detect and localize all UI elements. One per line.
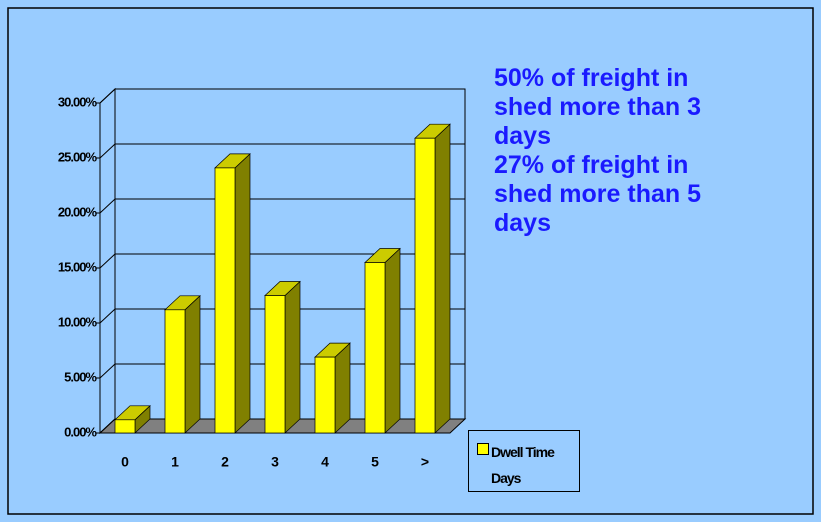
frame xyxy=(7,7,814,515)
y-tick-label: 25.00% xyxy=(58,149,98,164)
y-tick-label: 15.00% xyxy=(58,259,98,274)
x-tick-label: 4 xyxy=(321,454,329,470)
x-tick-label: 5 xyxy=(371,454,379,470)
x-tick-label: 0 xyxy=(121,454,129,470)
y-tick-label: 20.00% xyxy=(58,204,98,219)
annotation-line: shed more than 5 xyxy=(494,180,701,208)
annotation-line: shed more than 3 xyxy=(494,93,701,121)
bar-side xyxy=(234,153,251,434)
legend: Dwell Time Days xyxy=(468,430,580,492)
x-tick-label: > xyxy=(421,454,429,470)
bar xyxy=(414,137,436,434)
x-tick-label: 3 xyxy=(271,454,279,470)
annotation-line: 27% of freight in xyxy=(494,151,689,179)
annotation-line: 50% of freight in xyxy=(494,64,689,92)
x-tick-label: 2 xyxy=(221,454,229,470)
bar xyxy=(114,419,136,434)
grid-line xyxy=(99,308,465,324)
y-tick-label: 30.00% xyxy=(58,94,98,109)
annotation-line: days xyxy=(494,209,551,237)
y-tick-label: 0.00% xyxy=(64,424,97,439)
bar-side xyxy=(334,342,351,434)
grid-line xyxy=(99,143,465,159)
y-tick-label: 10.00% xyxy=(58,314,98,329)
bar xyxy=(364,262,386,434)
annotation-line: days xyxy=(494,122,551,150)
bar xyxy=(314,356,336,434)
bar-side xyxy=(184,294,201,434)
bar xyxy=(264,295,286,434)
bar-side xyxy=(384,247,401,434)
bar-side xyxy=(434,123,451,434)
legend-swatch xyxy=(477,443,489,455)
grid-line xyxy=(99,253,465,269)
x-tick-label: 1 xyxy=(171,454,179,470)
grid-line xyxy=(99,198,465,214)
bar-side xyxy=(284,280,301,434)
annotation: 50% of freight in shed more than 3 days 27%… xyxy=(494,64,814,238)
bar xyxy=(164,309,186,434)
bar xyxy=(214,167,236,434)
legend-label: Dwell Time Days xyxy=(491,444,555,486)
y-tick-label: 5.00% xyxy=(64,369,97,384)
grid-line xyxy=(99,88,465,104)
